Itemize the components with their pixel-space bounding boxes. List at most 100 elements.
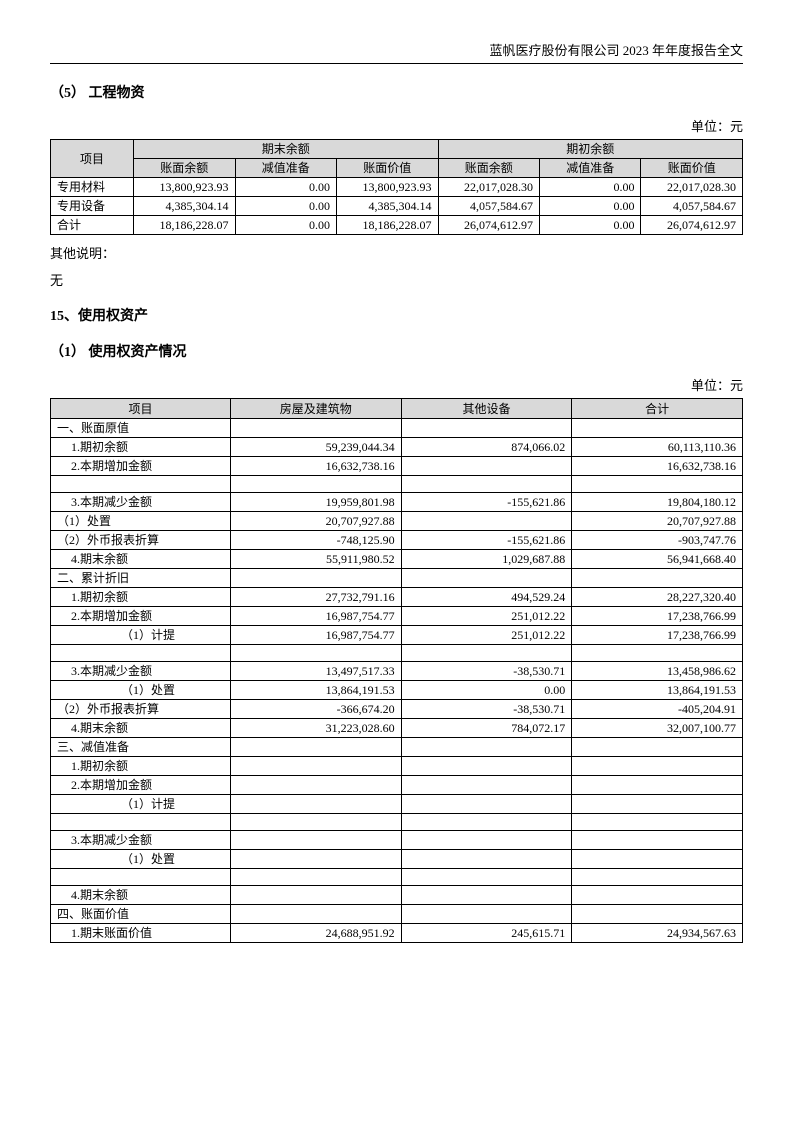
cell [572, 905, 743, 924]
cell: 22,017,028.30 [641, 178, 743, 197]
cell: 13,800,923.93 [337, 178, 438, 197]
table-header-row: 项目 房屋及建筑物 其他设备 合计 [51, 399, 743, 419]
cell [572, 795, 743, 814]
table-row [51, 814, 743, 831]
cell [572, 569, 743, 588]
cell [401, 795, 572, 814]
cell [401, 869, 572, 886]
table-row: 二、累计折旧 [51, 569, 743, 588]
col-book-balance: 账面余额 [438, 159, 539, 178]
table-row: 1.期末账面价值24,688,951.92245,615.7124,934,56… [51, 924, 743, 943]
row-label: （2）外币报表折算 [51, 700, 231, 719]
table-row: 合计18,186,228.070.0018,186,228.0726,074,6… [51, 216, 743, 235]
table-row: 4.期末余额31,223,028.60784,072.1732,007,100.… [51, 719, 743, 738]
cell [401, 850, 572, 869]
cell: 4,385,304.14 [337, 197, 438, 216]
cell: 245,615.71 [401, 924, 572, 943]
row-label: （1）处置 [51, 850, 231, 869]
row-label [51, 645, 231, 662]
cell [572, 814, 743, 831]
cell: 18,186,228.07 [337, 216, 438, 235]
col-book-value: 账面价值 [337, 159, 438, 178]
cell: 0.00 [540, 216, 641, 235]
row-label: 一、账面原值 [51, 419, 231, 438]
cell: 0.00 [235, 197, 336, 216]
row-label: 2.本期增加金额 [51, 607, 231, 626]
row-label: 1.期初余额 [51, 438, 231, 457]
cell: -155,621.86 [401, 493, 572, 512]
cell: 27,732,791.16 [230, 588, 401, 607]
cell: 494,529.24 [401, 588, 572, 607]
cell [401, 738, 572, 757]
cell: 22,017,028.30 [438, 178, 539, 197]
table-row: 2.本期增加金额16,632,738.1616,632,738.16 [51, 457, 743, 476]
row-label: 2.本期增加金额 [51, 457, 231, 476]
cell [230, 645, 401, 662]
cell [230, 738, 401, 757]
cell [230, 814, 401, 831]
row-label: 4.期末余额 [51, 719, 231, 738]
cell [401, 757, 572, 776]
table-row: 2.本期增加金额16,987,754.77251,012.2217,238,76… [51, 607, 743, 626]
section-5-title: （5） 工程物资 [50, 82, 743, 102]
table-row: 2.本期增加金额 [51, 776, 743, 795]
table-row: 专用材料13,800,923.930.0013,800,923.9322,017… [51, 178, 743, 197]
cell: 56,941,668.40 [572, 550, 743, 569]
cell: 4,057,584.67 [438, 197, 539, 216]
table-row [51, 869, 743, 886]
cell: 0.00 [401, 681, 572, 700]
row-label: （2）外币报表折算 [51, 531, 231, 550]
table-row: 4.期末余额 [51, 886, 743, 905]
table-row: （1）处置13,864,191.530.0013,864,191.53 [51, 681, 743, 700]
col-end-balance: 期末余额 [134, 140, 438, 159]
cell [401, 905, 572, 924]
row-label: 四、账面价值 [51, 905, 231, 924]
row-label: 4.期末余额 [51, 886, 231, 905]
table-row: （2）外币报表折算-748,125.90-155,621.86-903,747.… [51, 531, 743, 550]
table-row [51, 476, 743, 493]
col-book-value: 账面价值 [641, 159, 743, 178]
cell [401, 419, 572, 438]
cell: 17,238,766.99 [572, 607, 743, 626]
section-15-1-title: （1） 使用权资产情况 [50, 341, 743, 361]
row-label: （1）处置 [51, 681, 231, 700]
cell [401, 645, 572, 662]
cell [401, 776, 572, 795]
cell: 0.00 [540, 178, 641, 197]
row-label: 3.本期减少金额 [51, 662, 231, 681]
col-book-balance: 账面余额 [134, 159, 235, 178]
row-label: 二、累计折旧 [51, 569, 231, 588]
cell: 13,497,517.33 [230, 662, 401, 681]
col-buildings: 房屋及建筑物 [230, 399, 401, 419]
cell [401, 814, 572, 831]
col-begin-balance: 期初余额 [438, 140, 742, 159]
cell: 32,007,100.77 [572, 719, 743, 738]
cell: -903,747.76 [572, 531, 743, 550]
cell [230, 850, 401, 869]
cell: 16,632,738.16 [230, 457, 401, 476]
col-other-equipment: 其他设备 [401, 399, 572, 419]
row-label: （1）计提 [51, 795, 231, 814]
row-label: 4.期末余额 [51, 550, 231, 569]
unit-label-1: 单位：元 [50, 116, 743, 135]
row-label [51, 869, 231, 886]
row-label: 三、减值准备 [51, 738, 231, 757]
row-label [51, 814, 231, 831]
cell: 20,707,927.88 [230, 512, 401, 531]
cell: 0.00 [540, 197, 641, 216]
cell: 13,864,191.53 [230, 681, 401, 700]
cell: -748,125.90 [230, 531, 401, 550]
cell [572, 419, 743, 438]
cell [230, 886, 401, 905]
cell: 19,804,180.12 [572, 493, 743, 512]
table-row [51, 645, 743, 662]
table-engineering-materials: 项目 期末余额 期初余额 账面余额 减值准备 账面价值 账面余额 减值准备 账面… [50, 139, 743, 235]
cell: 4,385,304.14 [134, 197, 235, 216]
cell: 55,911,980.52 [230, 550, 401, 569]
table-row: 一、账面原值 [51, 419, 743, 438]
cell: -155,621.86 [401, 531, 572, 550]
cell [230, 869, 401, 886]
cell [572, 831, 743, 850]
table-row: 1.期初余额27,732,791.16494,529.2428,227,320.… [51, 588, 743, 607]
cell [230, 569, 401, 588]
